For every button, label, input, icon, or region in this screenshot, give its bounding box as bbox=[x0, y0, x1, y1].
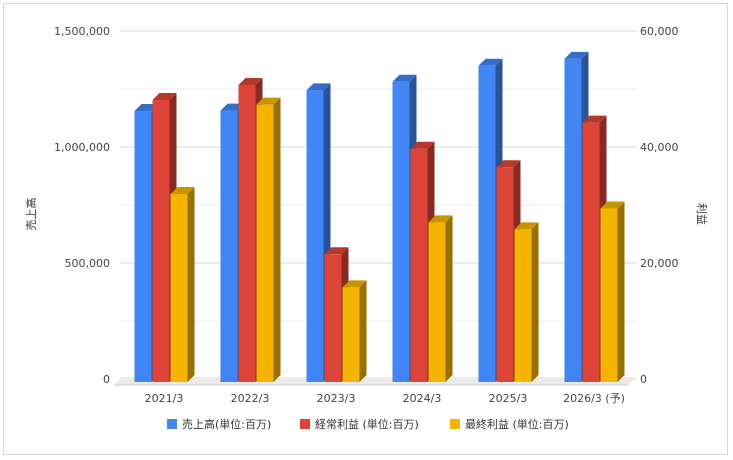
bar-top bbox=[582, 115, 607, 123]
legend: 売上高(単位:百万) 経常利益 (単位:百万) 最終利益 (単位:百万) bbox=[167, 417, 569, 431]
legend-swatch bbox=[300, 419, 310, 429]
x-tick-label: 2025/3 bbox=[489, 392, 528, 405]
bar-top bbox=[170, 186, 195, 194]
bar-2-3 bbox=[428, 215, 453, 382]
bars bbox=[134, 51, 625, 383]
bar-2-5 bbox=[600, 201, 625, 382]
bar-front bbox=[220, 110, 238, 383]
bar-front bbox=[324, 254, 342, 382]
bar-front bbox=[134, 111, 152, 382]
bar-front bbox=[582, 122, 600, 382]
bar-front bbox=[238, 84, 256, 382]
bar-front bbox=[152, 100, 170, 383]
bar-side bbox=[359, 280, 367, 382]
bar-front bbox=[342, 287, 360, 382]
floor-plane bbox=[114, 377, 636, 385]
bar-2-4 bbox=[514, 222, 539, 382]
x-tick-label: 2026/3 (予) bbox=[563, 392, 625, 405]
bar-front bbox=[256, 104, 274, 382]
right-axis-ticks: 0 20,000 40,000 60,000 bbox=[640, 25, 679, 386]
bar-front bbox=[306, 90, 324, 382]
legend-swatch bbox=[450, 419, 460, 429]
bar-top bbox=[238, 77, 263, 85]
left-tick-label: 1,500,000 bbox=[54, 25, 110, 38]
left-tick-label: 0 bbox=[103, 373, 110, 386]
bar-2-2 bbox=[342, 280, 367, 382]
left-tick-label: 500,000 bbox=[65, 257, 111, 270]
x-tick-label: 2024/3 bbox=[403, 392, 442, 405]
bar-top bbox=[514, 222, 539, 230]
right-tick-label: 40,000 bbox=[640, 141, 679, 154]
bar-front bbox=[564, 58, 582, 383]
bar-top bbox=[152, 93, 177, 101]
bar-top bbox=[496, 160, 521, 168]
bar-front bbox=[600, 208, 618, 382]
bar-front bbox=[478, 65, 496, 383]
bar-top bbox=[410, 141, 435, 149]
bar-side bbox=[445, 215, 453, 382]
bar-top bbox=[306, 83, 331, 91]
bar-top bbox=[564, 51, 589, 59]
legend-label: 売上高(単位:百万) bbox=[182, 417, 271, 431]
bar-top bbox=[428, 215, 453, 223]
bar-front bbox=[410, 148, 428, 382]
legend-swatch bbox=[167, 419, 177, 429]
legend-label: 経常利益 (単位:百万) bbox=[315, 417, 419, 431]
bar-front bbox=[428, 222, 446, 382]
bar-side bbox=[531, 222, 539, 382]
left-axis-ticks: 0 500,000 1,000,000 1,500,000 bbox=[54, 25, 110, 386]
x-tick-label: 2022/3 bbox=[231, 392, 270, 405]
x-axis-ticks: 2021/3 2022/3 2023/3 2024/3 2025/3 2026/3 (予) bbox=[145, 392, 625, 405]
gridlines bbox=[120, 30, 636, 380]
bar-front bbox=[514, 229, 532, 382]
bar-top bbox=[324, 247, 349, 255]
bar-top bbox=[600, 201, 625, 209]
legend-label: 最終利益 (単位:百万) bbox=[465, 417, 569, 431]
left-axis-title: 売上高 bbox=[24, 198, 38, 231]
bar-top bbox=[256, 97, 281, 105]
x-tick-label: 2023/3 bbox=[317, 392, 356, 405]
bar-top bbox=[392, 74, 417, 82]
right-tick-label: 0 bbox=[640, 373, 647, 386]
right-tick-label: 20,000 bbox=[640, 257, 679, 270]
bar-side bbox=[273, 97, 281, 382]
bar-2-0 bbox=[170, 186, 195, 382]
bar-side bbox=[187, 186, 195, 382]
bar-front bbox=[170, 193, 188, 382]
right-axis-title: 利益 bbox=[695, 203, 709, 225]
right-tick-label: 60,000 bbox=[640, 25, 679, 38]
bar-front bbox=[392, 81, 410, 383]
x-tick-label: 2021/3 bbox=[145, 392, 184, 405]
bar-side bbox=[617, 201, 625, 382]
bar-2-1 bbox=[256, 97, 281, 382]
bar-top bbox=[478, 58, 503, 66]
left-tick-label: 1,000,000 bbox=[54, 141, 110, 154]
chart-floor bbox=[114, 377, 636, 386]
bar-front bbox=[496, 167, 514, 382]
bar-top bbox=[342, 280, 367, 288]
